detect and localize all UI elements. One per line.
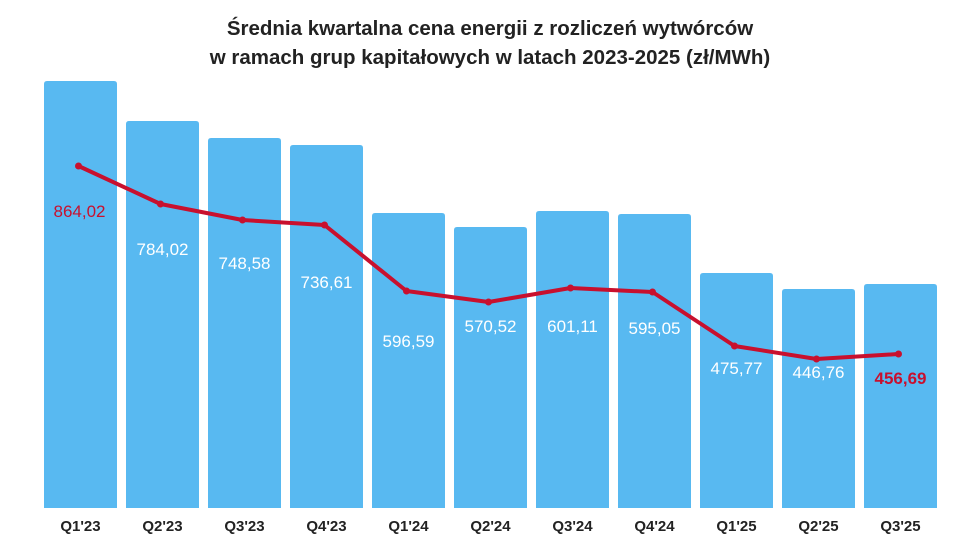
x-tick-label: Q2'23: [142, 518, 182, 535]
x-axis-ticks: Q1'23 Q2'23 Q3'23 Q4'23 Q1'24 Q2'24 Q3'24 Q4'24…: [60, 518, 920, 535]
bar-Q3'24: [536, 211, 609, 508]
bar-Q4'24: [618, 214, 691, 508]
data-label: 596,59: [383, 332, 435, 351]
data-label: 475,77: [711, 359, 763, 378]
data-label: 570,52: [465, 317, 517, 336]
data-label: 736,61: [301, 273, 353, 292]
chart-title: Średnia kwartalna cena energii z rozlicz…: [0, 14, 980, 72]
x-tick-label: Q1'23: [60, 518, 100, 535]
bar-Q2'25: [782, 289, 855, 508]
bar-Q1'23: [44, 81, 117, 508]
trend-line-group: [75, 162, 902, 363]
data-label: 864,02: [54, 202, 106, 221]
trend-point-Q1'25: [731, 342, 738, 350]
bars-group: [44, 81, 937, 508]
bar-Q2'23: [126, 121, 199, 508]
x-tick-label: Q1'25: [716, 518, 756, 535]
bar-Q1'25: [700, 273, 773, 508]
trend-point-Q1'24: [403, 287, 410, 295]
trend-point-Q3'23: [239, 216, 246, 224]
trend-point-Q4'23: [321, 221, 328, 229]
trend-point-Q3'25: [895, 350, 902, 358]
data-label: 446,76: [793, 363, 845, 382]
x-tick-label: Q4'23: [306, 518, 346, 535]
bar-Q4'23: [290, 145, 363, 508]
trend-point-Q2'23: [157, 200, 164, 208]
x-tick-label: Q1'24: [388, 518, 429, 535]
bar-Q3'23: [208, 138, 281, 508]
data-label: 748,58: [219, 254, 271, 273]
trend-point-Q1'23: [75, 162, 82, 170]
data-labels-group: 864,02 784,02 748,58 736,61 596,59 570,52 601,…: [54, 202, 927, 388]
x-tick-label: Q4'24: [634, 518, 675, 535]
chart-title-line-2: w ramach grup kapitałowych w latach 2023…: [209, 46, 771, 69]
bar-Q2'24: [454, 227, 527, 508]
x-tick-label: Q3'24: [552, 518, 593, 535]
data-label: 784,02: [137, 240, 189, 259]
data-label: 595,05: [629, 319, 681, 338]
bar-Q1'24: [372, 213, 445, 508]
x-tick-label: Q2'24: [470, 518, 511, 535]
trend-point-Q2'24: [485, 298, 492, 306]
chart-title-line-1: Średnia kwartalna cena energii z rozlicz…: [226, 17, 754, 40]
bar-Q3'25: [864, 284, 937, 508]
trend-point-Q3'24: [567, 284, 574, 292]
trend-point-Q2'25: [813, 355, 820, 363]
x-tick-label: Q2'25: [798, 518, 838, 535]
data-label: 601,11: [547, 317, 598, 336]
x-tick-label: Q3'23: [224, 518, 264, 535]
x-tick-label: Q3'25: [880, 518, 920, 535]
data-label: 456,69: [875, 369, 927, 388]
trend-point-Q4'24: [649, 288, 656, 296]
